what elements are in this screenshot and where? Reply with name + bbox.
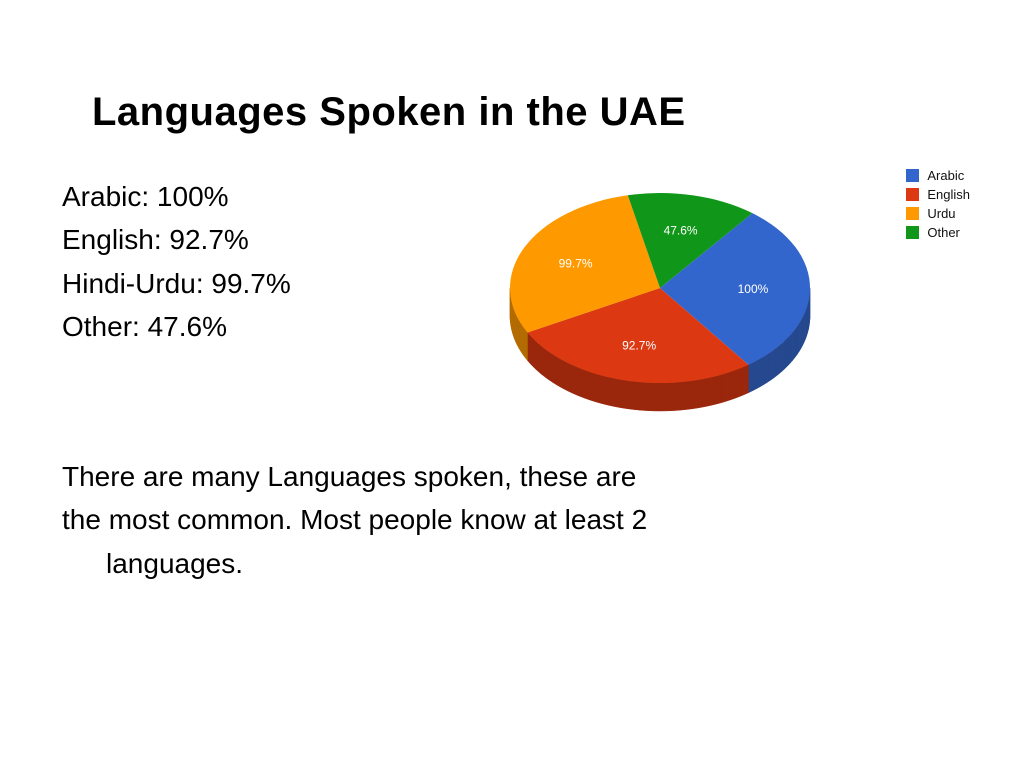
slice-label-arabic: 100% [738, 282, 769, 296]
legend-swatch [906, 226, 919, 239]
body-line-1: There are many Languages spoken, these a… [62, 455, 942, 498]
stat-other: Other: 47.6% [62, 305, 291, 348]
page-title: Languages Spoken in the UAE [92, 90, 686, 135]
stats-list: Arabic: 100% English: 92.7% Hindi-Urdu: … [62, 175, 291, 349]
legend-item-urdu: Urdu [906, 206, 970, 221]
legend-label: Urdu [927, 206, 955, 221]
stat-hindi-urdu: Hindi-Urdu: 99.7% [62, 262, 291, 305]
languages-pie-chart: 100% 92.7% 99.7% 47.6% Arabic English Urdu Oth… [460, 168, 980, 438]
legend-item-english: English [906, 187, 970, 202]
legend-swatch [906, 207, 919, 220]
body-line-2: the most common. Most people know at lea… [62, 498, 942, 541]
pie-svg: 100% 92.7% 99.7% 47.6% [460, 168, 860, 438]
body-text: There are many Languages spoken, these a… [62, 455, 942, 585]
body-line-3: languages. [62, 542, 942, 585]
slice-label-other: 47.6% [664, 224, 698, 238]
legend-item-other: Other [906, 225, 970, 240]
legend-label: Arabic [927, 168, 964, 183]
legend-swatch [906, 188, 919, 201]
legend-label: Other [927, 225, 960, 240]
legend-swatch [906, 169, 919, 182]
chart-legend: Arabic English Urdu Other [906, 168, 970, 244]
stat-english: English: 92.7% [62, 218, 291, 261]
slice-label-english: 92.7% [622, 338, 656, 352]
legend-item-arabic: Arabic [906, 168, 970, 183]
legend-label: English [927, 187, 970, 202]
stat-arabic: Arabic: 100% [62, 175, 291, 218]
slice-label-urdu: 99.7% [559, 256, 593, 270]
